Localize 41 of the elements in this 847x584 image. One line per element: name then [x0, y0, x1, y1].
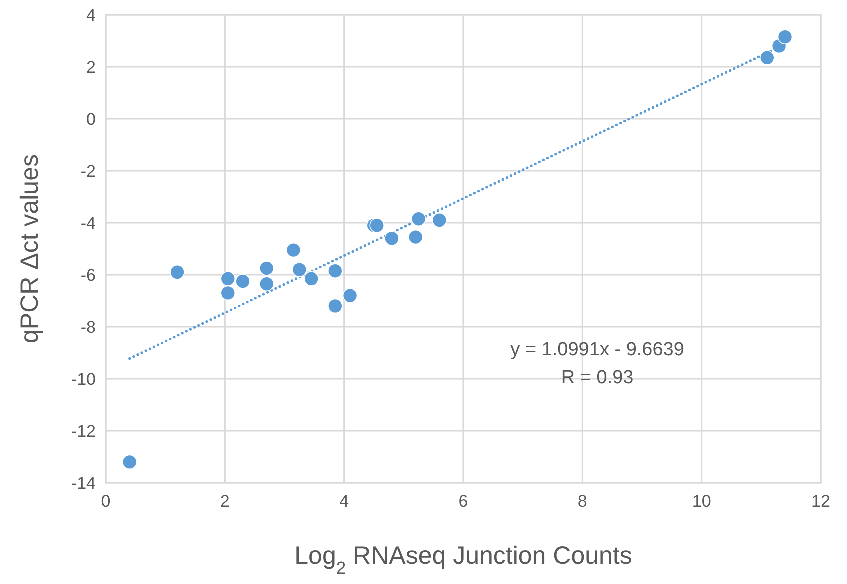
y-tick-label: -6 — [80, 266, 96, 285]
y-tick-label: -14 — [71, 474, 96, 493]
point — [304, 272, 319, 286]
y-tick-label: -8 — [80, 318, 96, 337]
x-tick-label: 4 — [340, 492, 350, 511]
x-tick-label: 12 — [812, 492, 830, 511]
x-tick-label: 2 — [220, 492, 230, 511]
y-tick-label: -2 — [80, 162, 96, 181]
point — [328, 298, 343, 314]
y-tick-label: 4 — [86, 6, 96, 25]
annotation: R = 0.93 — [561, 368, 634, 389]
annotation: y = 1.0991x - 9.6639 — [510, 340, 684, 361]
y-tick-label: 2 — [86, 58, 96, 77]
point — [408, 230, 424, 245]
y-axis-title: qPCR Δct values — [16, 154, 44, 344]
point — [328, 264, 343, 278]
y-tick-label: -12 — [71, 422, 96, 441]
x-tick-label: 6 — [458, 492, 468, 511]
point — [259, 261, 274, 276]
point — [778, 30, 793, 44]
x-tick-label: 8 — [578, 492, 588, 511]
point — [220, 272, 236, 286]
x-tick-label: 10 — [692, 492, 712, 511]
x-axis-title: Log$_{2}$ RNAseq Junction Counts — [294, 542, 632, 578]
point — [259, 276, 274, 292]
point — [384, 231, 400, 246]
point — [370, 218, 385, 233]
point — [236, 274, 250, 289]
point — [411, 212, 426, 226]
point — [286, 242, 302, 258]
x-tick-label: 0 — [101, 492, 111, 511]
y-tick-label: -10 — [71, 370, 96, 389]
y-tick-label: 0 — [86, 110, 96, 129]
point — [292, 262, 308, 278]
point — [170, 265, 185, 280]
point — [760, 50, 775, 66]
y-tick-label: -4 — [80, 214, 96, 233]
point — [432, 213, 448, 228]
point — [122, 454, 138, 470]
point — [220, 286, 236, 301]
point — [342, 288, 358, 304]
